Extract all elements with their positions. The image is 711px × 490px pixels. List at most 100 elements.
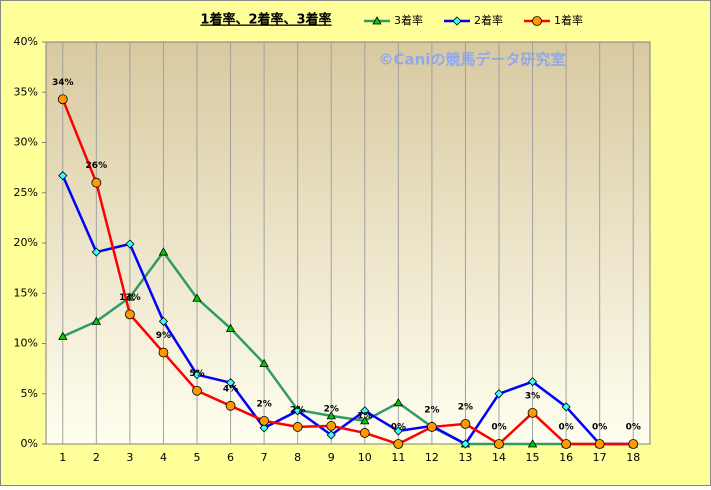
y-tick-label: 0%	[21, 437, 38, 450]
marker	[360, 406, 370, 416]
x-tick-label: 7	[261, 451, 268, 464]
plot-area	[45, 41, 651, 445]
data-label: 0%	[391, 423, 406, 433]
marker	[460, 439, 471, 449]
x-tick-label: 8	[294, 451, 301, 464]
series-line	[61, 175, 634, 446]
marker	[393, 426, 403, 436]
data-label: 34%	[52, 78, 74, 88]
marker	[259, 423, 269, 433]
watermark: ©Caniの競馬データ研究室	[379, 51, 566, 69]
marker	[393, 397, 404, 407]
x-tick-label: 13	[458, 451, 472, 464]
marker	[225, 323, 236, 332]
x-tick-label: 3	[126, 451, 133, 464]
marker	[594, 439, 605, 449]
y-tick-label: 35%	[14, 85, 38, 98]
marker	[494, 439, 504, 449]
data-label: 2%	[256, 399, 271, 409]
data-label: 4%	[223, 384, 238, 394]
data-label: 0%	[626, 423, 641, 433]
data-label: 2%	[458, 402, 473, 412]
marker	[561, 402, 571, 412]
marker	[426, 422, 437, 432]
data-label: 0%	[592, 423, 607, 433]
marker	[58, 171, 68, 181]
marker	[561, 439, 572, 449]
marker	[293, 406, 303, 416]
marker	[124, 309, 135, 320]
marker	[527, 377, 538, 387]
marker	[91, 177, 102, 188]
x-tick-label: 15	[526, 451, 540, 464]
x-tick-label: 1	[59, 451, 66, 464]
marker	[225, 378, 236, 388]
marker	[225, 400, 236, 411]
data-label: 0%	[491, 423, 506, 433]
y-tick-label: 20%	[14, 236, 38, 249]
marker	[494, 389, 504, 399]
marker	[359, 428, 370, 438]
x-tick-label: 6	[227, 451, 234, 464]
x-tick-label: 5	[194, 451, 201, 464]
marker	[452, 16, 462, 26]
data-label: 1%	[357, 411, 372, 421]
legend-label: 1着率	[554, 13, 583, 27]
x-tick-label: 14	[492, 451, 506, 464]
marker	[192, 385, 202, 396]
y-tick-label: 30%	[14, 136, 38, 149]
x-tick-label: 18	[626, 451, 640, 464]
x-tick-label: 17	[593, 451, 607, 464]
marker	[460, 418, 471, 429]
marker	[628, 439, 639, 449]
marker	[326, 411, 336, 420]
series-line	[61, 98, 634, 446]
x-tick-label: 9	[328, 451, 335, 464]
data-label: 0%	[558, 423, 573, 433]
marker	[57, 94, 68, 105]
marker	[125, 239, 135, 249]
y-tick-label: 40%	[14, 35, 38, 48]
marker	[527, 407, 538, 418]
data-label: 9%	[156, 331, 171, 341]
marker	[125, 292, 135, 301]
marker	[158, 347, 169, 358]
chart-title: 1着率、2着率、3着率	[200, 12, 331, 28]
marker	[532, 16, 542, 26]
data-label: 2%	[324, 404, 339, 414]
marker	[192, 293, 202, 302]
x-tick-label: 10	[358, 451, 372, 464]
data-label: 26%	[86, 161, 108, 171]
marker	[527, 439, 538, 448]
data-label: 2%	[290, 405, 305, 415]
marker	[326, 430, 336, 440]
x-tick-label: 16	[559, 451, 573, 464]
marker	[192, 370, 202, 380]
y-tick-label: 15%	[14, 286, 38, 299]
x-tick-label: 12	[425, 451, 439, 464]
marker	[259, 415, 270, 426]
marker	[58, 331, 68, 340]
marker	[393, 439, 404, 449]
x-tick-label: 11	[391, 451, 405, 464]
marker	[259, 358, 269, 368]
y-tick-label: 10%	[14, 337, 38, 350]
marker	[326, 421, 337, 431]
x-tick-label: 2	[93, 451, 100, 464]
marker	[292, 422, 303, 432]
marker	[91, 247, 101, 257]
data-label: 13%	[119, 293, 141, 303]
marker	[158, 316, 169, 326]
series-line	[62, 249, 634, 446]
data-label: 3%	[525, 391, 540, 401]
data-label: 2%	[424, 405, 439, 415]
marker	[372, 16, 382, 25]
y-tick-label: 25%	[14, 186, 38, 199]
y-tick-label: 5%	[21, 387, 38, 400]
x-tick-label: 4	[160, 451, 167, 464]
legend-label: 2着率	[474, 13, 503, 27]
marker	[158, 247, 169, 256]
data-label: 5%	[189, 369, 204, 379]
marker	[360, 416, 370, 425]
